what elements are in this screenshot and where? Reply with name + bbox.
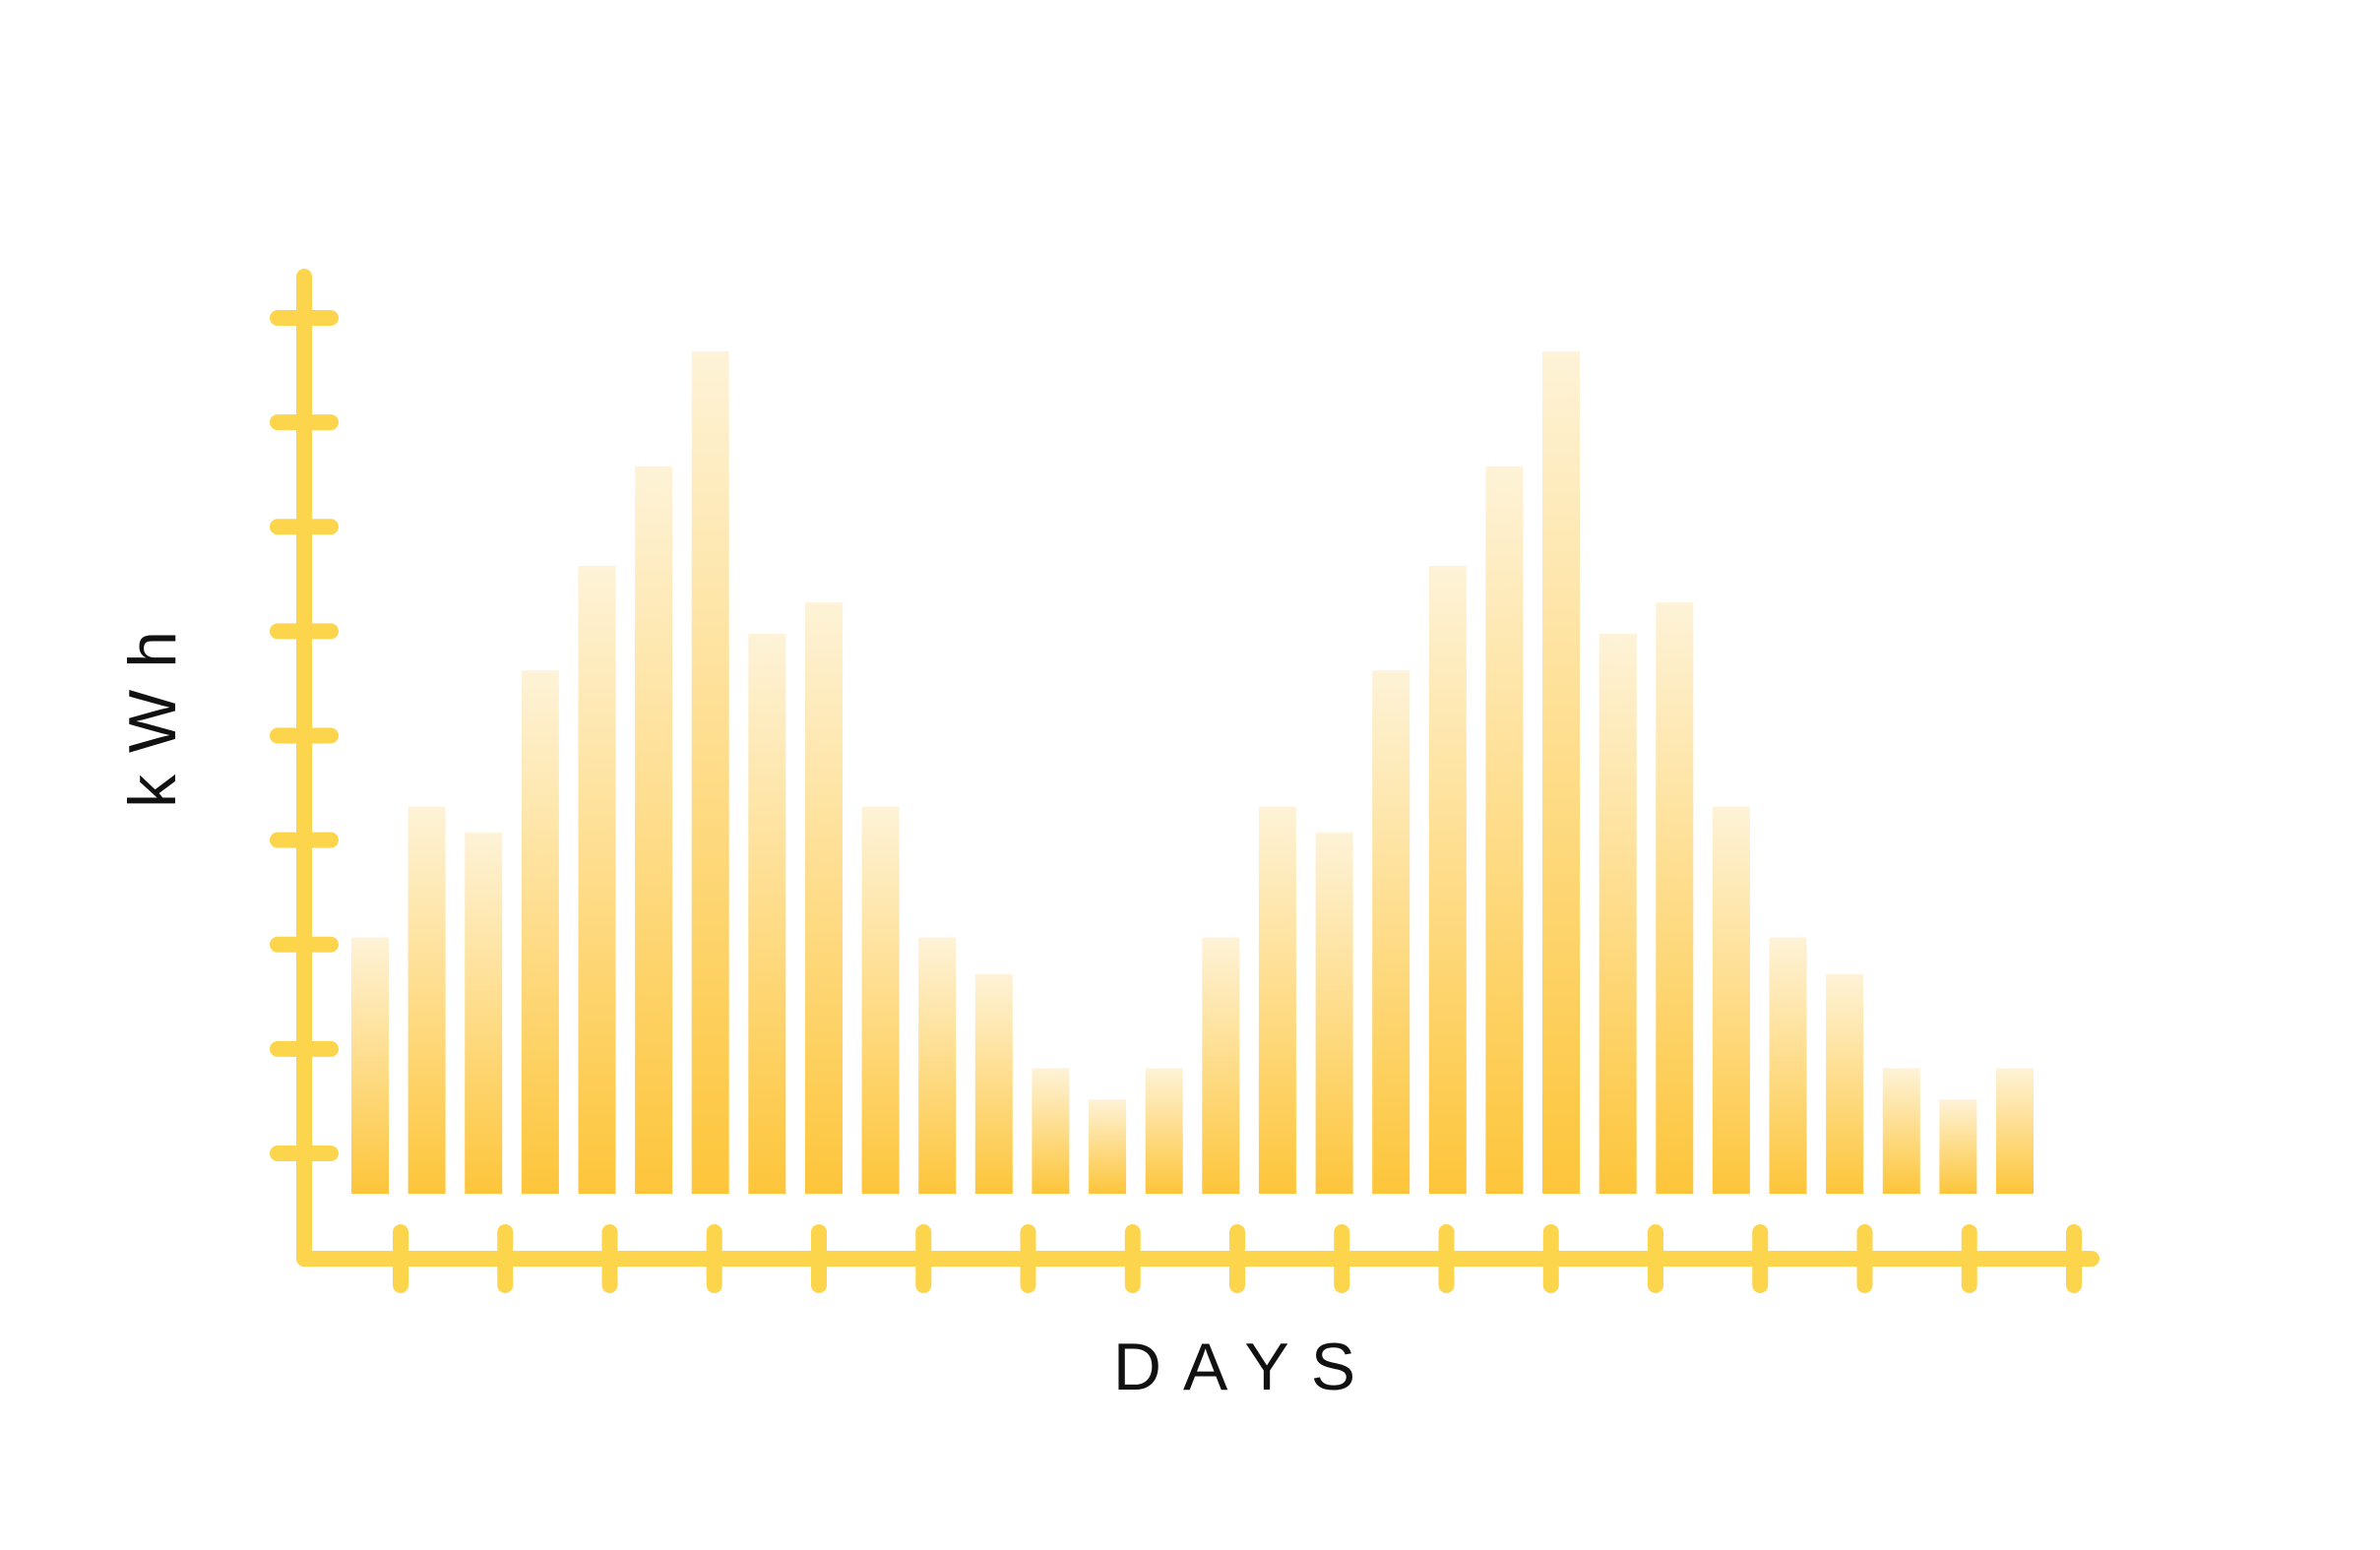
bar-25 <box>1712 806 1750 1194</box>
bar-13 <box>1032 1068 1070 1194</box>
bar-28 <box>1882 1068 1920 1194</box>
bar-9 <box>805 602 843 1194</box>
bar-2 <box>407 806 446 1194</box>
bar-3 <box>465 833 503 1194</box>
bar-30 <box>1996 1068 2034 1194</box>
bar-4 <box>521 670 559 1194</box>
bar-26 <box>1769 937 1807 1194</box>
bar-11 <box>918 937 957 1194</box>
bar-5 <box>578 566 616 1194</box>
bar-15 <box>1145 1068 1183 1194</box>
x-axis-label: DAYS <box>1113 1330 1377 1404</box>
axes-group <box>270 269 2099 1293</box>
bar-6 <box>635 466 673 1194</box>
bar-8 <box>748 634 786 1194</box>
bar-17 <box>1258 806 1296 1194</box>
bar-29 <box>1939 1099 1977 1194</box>
bar-7 <box>691 351 729 1194</box>
bar-27 <box>1826 973 1864 1194</box>
bar-16 <box>1202 937 1240 1194</box>
bar-20 <box>1428 566 1467 1194</box>
bar-14 <box>1089 1099 1127 1194</box>
bar-24 <box>1656 602 1694 1194</box>
bar-10 <box>861 806 900 1194</box>
bars-group <box>351 351 2034 1194</box>
bar-12 <box>974 973 1013 1194</box>
y-axis-label: kWh <box>115 609 190 808</box>
bar-22 <box>1542 351 1580 1194</box>
bar-21 <box>1485 466 1524 1194</box>
bar-19 <box>1372 670 1410 1194</box>
bar-23 <box>1598 634 1637 1194</box>
bar-18 <box>1315 833 1353 1194</box>
bar-1 <box>351 937 389 1194</box>
